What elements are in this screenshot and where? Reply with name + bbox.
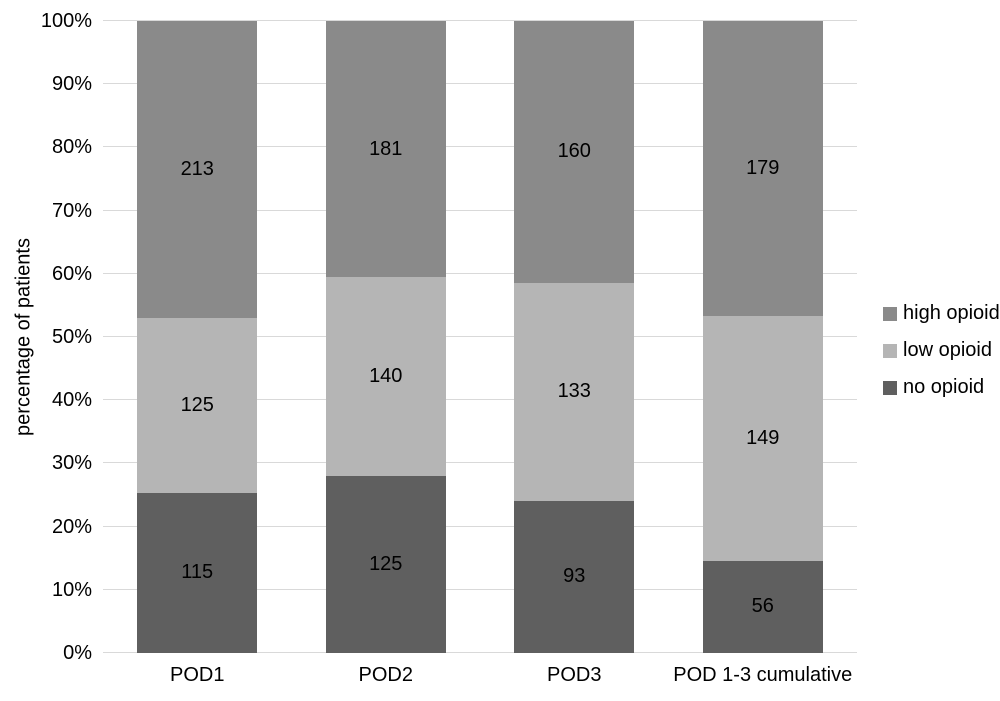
y-tick-label-80: 80% [51, 136, 92, 159]
y-tick-label-90: 90% [51, 73, 92, 96]
legend-item-high-opioid: high opioid [883, 302, 1000, 325]
x-axis: POD1 POD2 POD3 POD 1-3 cumulative [103, 664, 857, 687]
bar-pod1: 213 125 115 [137, 21, 258, 653]
legend-label: low opioid [903, 339, 992, 361]
y-tick-label-20: 20% [51, 515, 92, 538]
y-tick-label-0: 0% [63, 642, 92, 664]
gridline-70 [103, 209, 857, 211]
legend-swatch-icon [883, 343, 897, 358]
legend-swatch-icon [883, 380, 897, 395]
gridline-40 [103, 399, 857, 401]
plot-area: 213 125 115 181 140 125 160 133 93 179 149 56 [103, 20, 857, 653]
data-label: 133 [557, 380, 591, 403]
data-label: 179 [746, 156, 780, 179]
bar-pod-1-3-cumulative: 179 149 56 [702, 21, 823, 653]
gridline-50 [103, 336, 857, 337]
data-label: 125 [369, 552, 403, 575]
gridline-20 [103, 525, 857, 527]
x-axis-label-pod1: POD1 [170, 664, 225, 686]
legend-swatch-icon [883, 306, 897, 321]
gridline-0 [103, 652, 857, 653]
data-label: 125 [180, 393, 214, 416]
gridline-10 [103, 588, 857, 590]
legend-item-no-opioid: no opioid [883, 376, 1000, 399]
y-tick-label-40: 40% [51, 389, 92, 412]
segment-low-opioid: 149 [702, 315, 823, 561]
x-axis-label-pod-1-3-cumulative: POD 1-3 cumulative [673, 664, 853, 686]
gridline-30 [103, 462, 857, 464]
data-label: 149 [746, 426, 780, 449]
legend-label: high opioid [903, 302, 1000, 324]
segment-high-opioid: 179 [702, 21, 823, 316]
segment-low-opioid: 125 [137, 318, 258, 493]
gridline-60 [103, 272, 857, 274]
segment-low-opioid: 133 [514, 282, 635, 501]
y-tick-label-70: 70% [51, 199, 92, 222]
data-label: 115 [181, 561, 214, 584]
y-tick-label-10: 10% [51, 578, 92, 601]
data-label: 140 [369, 365, 403, 388]
bar-column-pod-1-3-cumulative: 179 149 56 [669, 21, 858, 653]
data-label: 93 [563, 565, 586, 588]
y-tick-label-60: 60% [51, 262, 92, 285]
bar-column-pod3: 160 133 93 [480, 21, 669, 653]
bar-column-pod1: 213 125 115 [103, 21, 292, 653]
bar-pod3: 160 133 93 [514, 21, 635, 653]
segment-no-opioid: 125 [325, 475, 446, 653]
legend-item-low-opioid: low opioid [883, 339, 1000, 362]
segment-low-opioid: 140 [325, 277, 446, 476]
y-tick-label-50: 50% [51, 326, 92, 348]
segment-no-opioid: 115 [137, 492, 258, 653]
gridline-100 [103, 20, 857, 21]
bars: 213 125 115 181 140 125 160 133 93 179 149 56 [103, 21, 857, 653]
y-tick-label-30: 30% [51, 452, 92, 475]
y-tick-label-100: 100% [40, 10, 92, 32]
segment-high-opioid: 213 [137, 21, 258, 319]
segment-no-opioid: 56 [702, 560, 823, 653]
legend: high opioid low opioid no opioid [883, 302, 1000, 413]
segment-no-opioid: 93 [514, 500, 635, 653]
x-axis-label-pod3: POD3 [547, 664, 602, 686]
data-label: 160 [557, 140, 591, 163]
legend-label: no opioid [903, 376, 985, 398]
segment-high-opioid: 160 [514, 21, 635, 283]
bar-column-pod2: 181 140 125 [292, 21, 481, 653]
data-label: 213 [180, 158, 214, 181]
gridline-80 [103, 146, 857, 148]
segment-high-opioid: 181 [325, 21, 446, 278]
x-axis-label-pod2: POD2 [358, 664, 413, 686]
bar-pod2: 181 140 125 [325, 21, 446, 653]
gridline-90 [103, 83, 857, 85]
data-label: 56 [751, 595, 774, 618]
data-label: 181 [369, 137, 403, 160]
